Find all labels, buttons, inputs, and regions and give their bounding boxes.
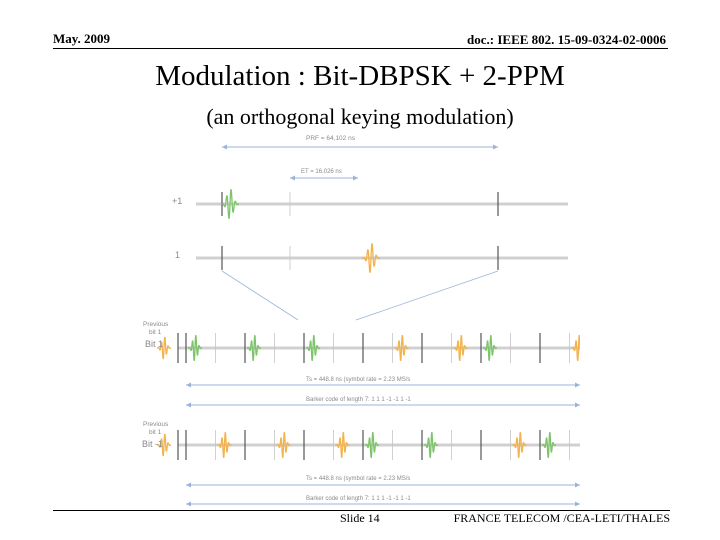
et-arrow-left-head	[290, 175, 295, 181]
header-date: May. 2009	[53, 31, 111, 46]
zoom-connector-right	[355, 270, 499, 321]
bit1-row-pulse-3	[394, 334, 409, 362]
prev-bit-label-1b: bit 1	[149, 329, 162, 336]
ts-arrow-2-left-head	[186, 482, 191, 488]
row-minus1-label: 1	[175, 250, 180, 260]
et-arrow-right-head	[353, 175, 358, 181]
barker-arrow-1-left-head	[186, 402, 191, 408]
row-plus1-pulse	[220, 189, 240, 219]
bit1-row-pulse-6	[571, 334, 580, 362]
barker-arrow-1-right-head	[575, 402, 580, 408]
prf-arrow-left-head	[222, 144, 227, 150]
header-doc-id: doc.: IEEE 802. 15-09-0324-02-0006	[467, 32, 666, 47]
bit1-row-pulse-1	[246, 334, 262, 362]
bitm1-label: Bit -1	[142, 439, 163, 449]
slide-title: Modulation : Bit-DBPSK + 2-PPM	[155, 60, 565, 92]
prev-bit-label-2: Previous	[143, 421, 169, 428]
bitm1-row-pulse-1	[276, 431, 291, 459]
bitm1-row-pulse-0	[217, 431, 232, 459]
prf-label: PRF = 64,102 ns	[306, 135, 356, 142]
zoom-connector-left	[221, 270, 299, 321]
bitm1-row-pulse-2	[335, 431, 350, 459]
footer-rule	[53, 510, 670, 511]
bit1-row-pulse-4	[453, 334, 468, 362]
diagram-labels: PRF = 64,102 ns ET = 16.026 ns +1 1 Prev…	[142, 135, 411, 502]
header-rule	[53, 48, 668, 49]
row-minus1-pulse	[361, 243, 381, 273]
prev-bit-label-1: Previous	[143, 321, 169, 328]
ts-arrow-1-left-head	[186, 382, 191, 388]
barker-label-1: Barker code of length 7: 1 1 1 -1 -1 1 -…	[306, 397, 411, 403]
et-label: ET = 16.026 ns	[301, 169, 342, 175]
footer-organization: FRANCE TELECOM /CEA-LETI/THALES	[453, 511, 670, 525]
ts-arrow-2-right-head	[575, 482, 580, 488]
prev-bit-label-2b: bit 1	[149, 429, 162, 436]
prf-arrow-right-head	[493, 144, 498, 150]
slide-number: Slide 14	[340, 511, 380, 525]
diagram-pulses	[156, 189, 580, 459]
bit1-label: Bit 1	[145, 339, 163, 349]
barker-arrow-2-right-head	[575, 501, 580, 506]
bit1-row-pulse-prev	[156, 336, 172, 360]
bitm1-row-pulse-5	[512, 431, 527, 459]
barker-arrow-2-left-head	[186, 501, 191, 506]
ppm-diagram: PRF = 64,102 ns ET = 16.026 ns +1 1 Prev…	[142, 135, 580, 506]
barker-label-2: Barker code of length 7: 1 1 1 -1 -1 1 -…	[306, 496, 411, 502]
bitm1-row-pulse-4	[423, 431, 439, 459]
bit1-row-pulse-2	[305, 334, 321, 362]
slide-subtitle: (an orthogonal keying modulation)	[206, 104, 514, 129]
ts-label-1: Ts = 448.8 ns (symbol rate = 2.23 MS/s	[306, 377, 410, 383]
bit1-row-pulse-5	[482, 334, 498, 362]
bit1-row-pulse-0	[187, 334, 203, 362]
bitm1-row-pulse-6	[541, 431, 557, 459]
ts-arrow-1-right-head	[575, 382, 580, 388]
bitm1-row-pulse-prev	[156, 433, 172, 457]
row-plus1-label: +1	[172, 196, 182, 206]
bitm1-row-pulse-3	[364, 431, 380, 459]
ts-label-2: Ts = 448.8 ns (symbol rate = 2.23 MS/s	[306, 476, 410, 482]
